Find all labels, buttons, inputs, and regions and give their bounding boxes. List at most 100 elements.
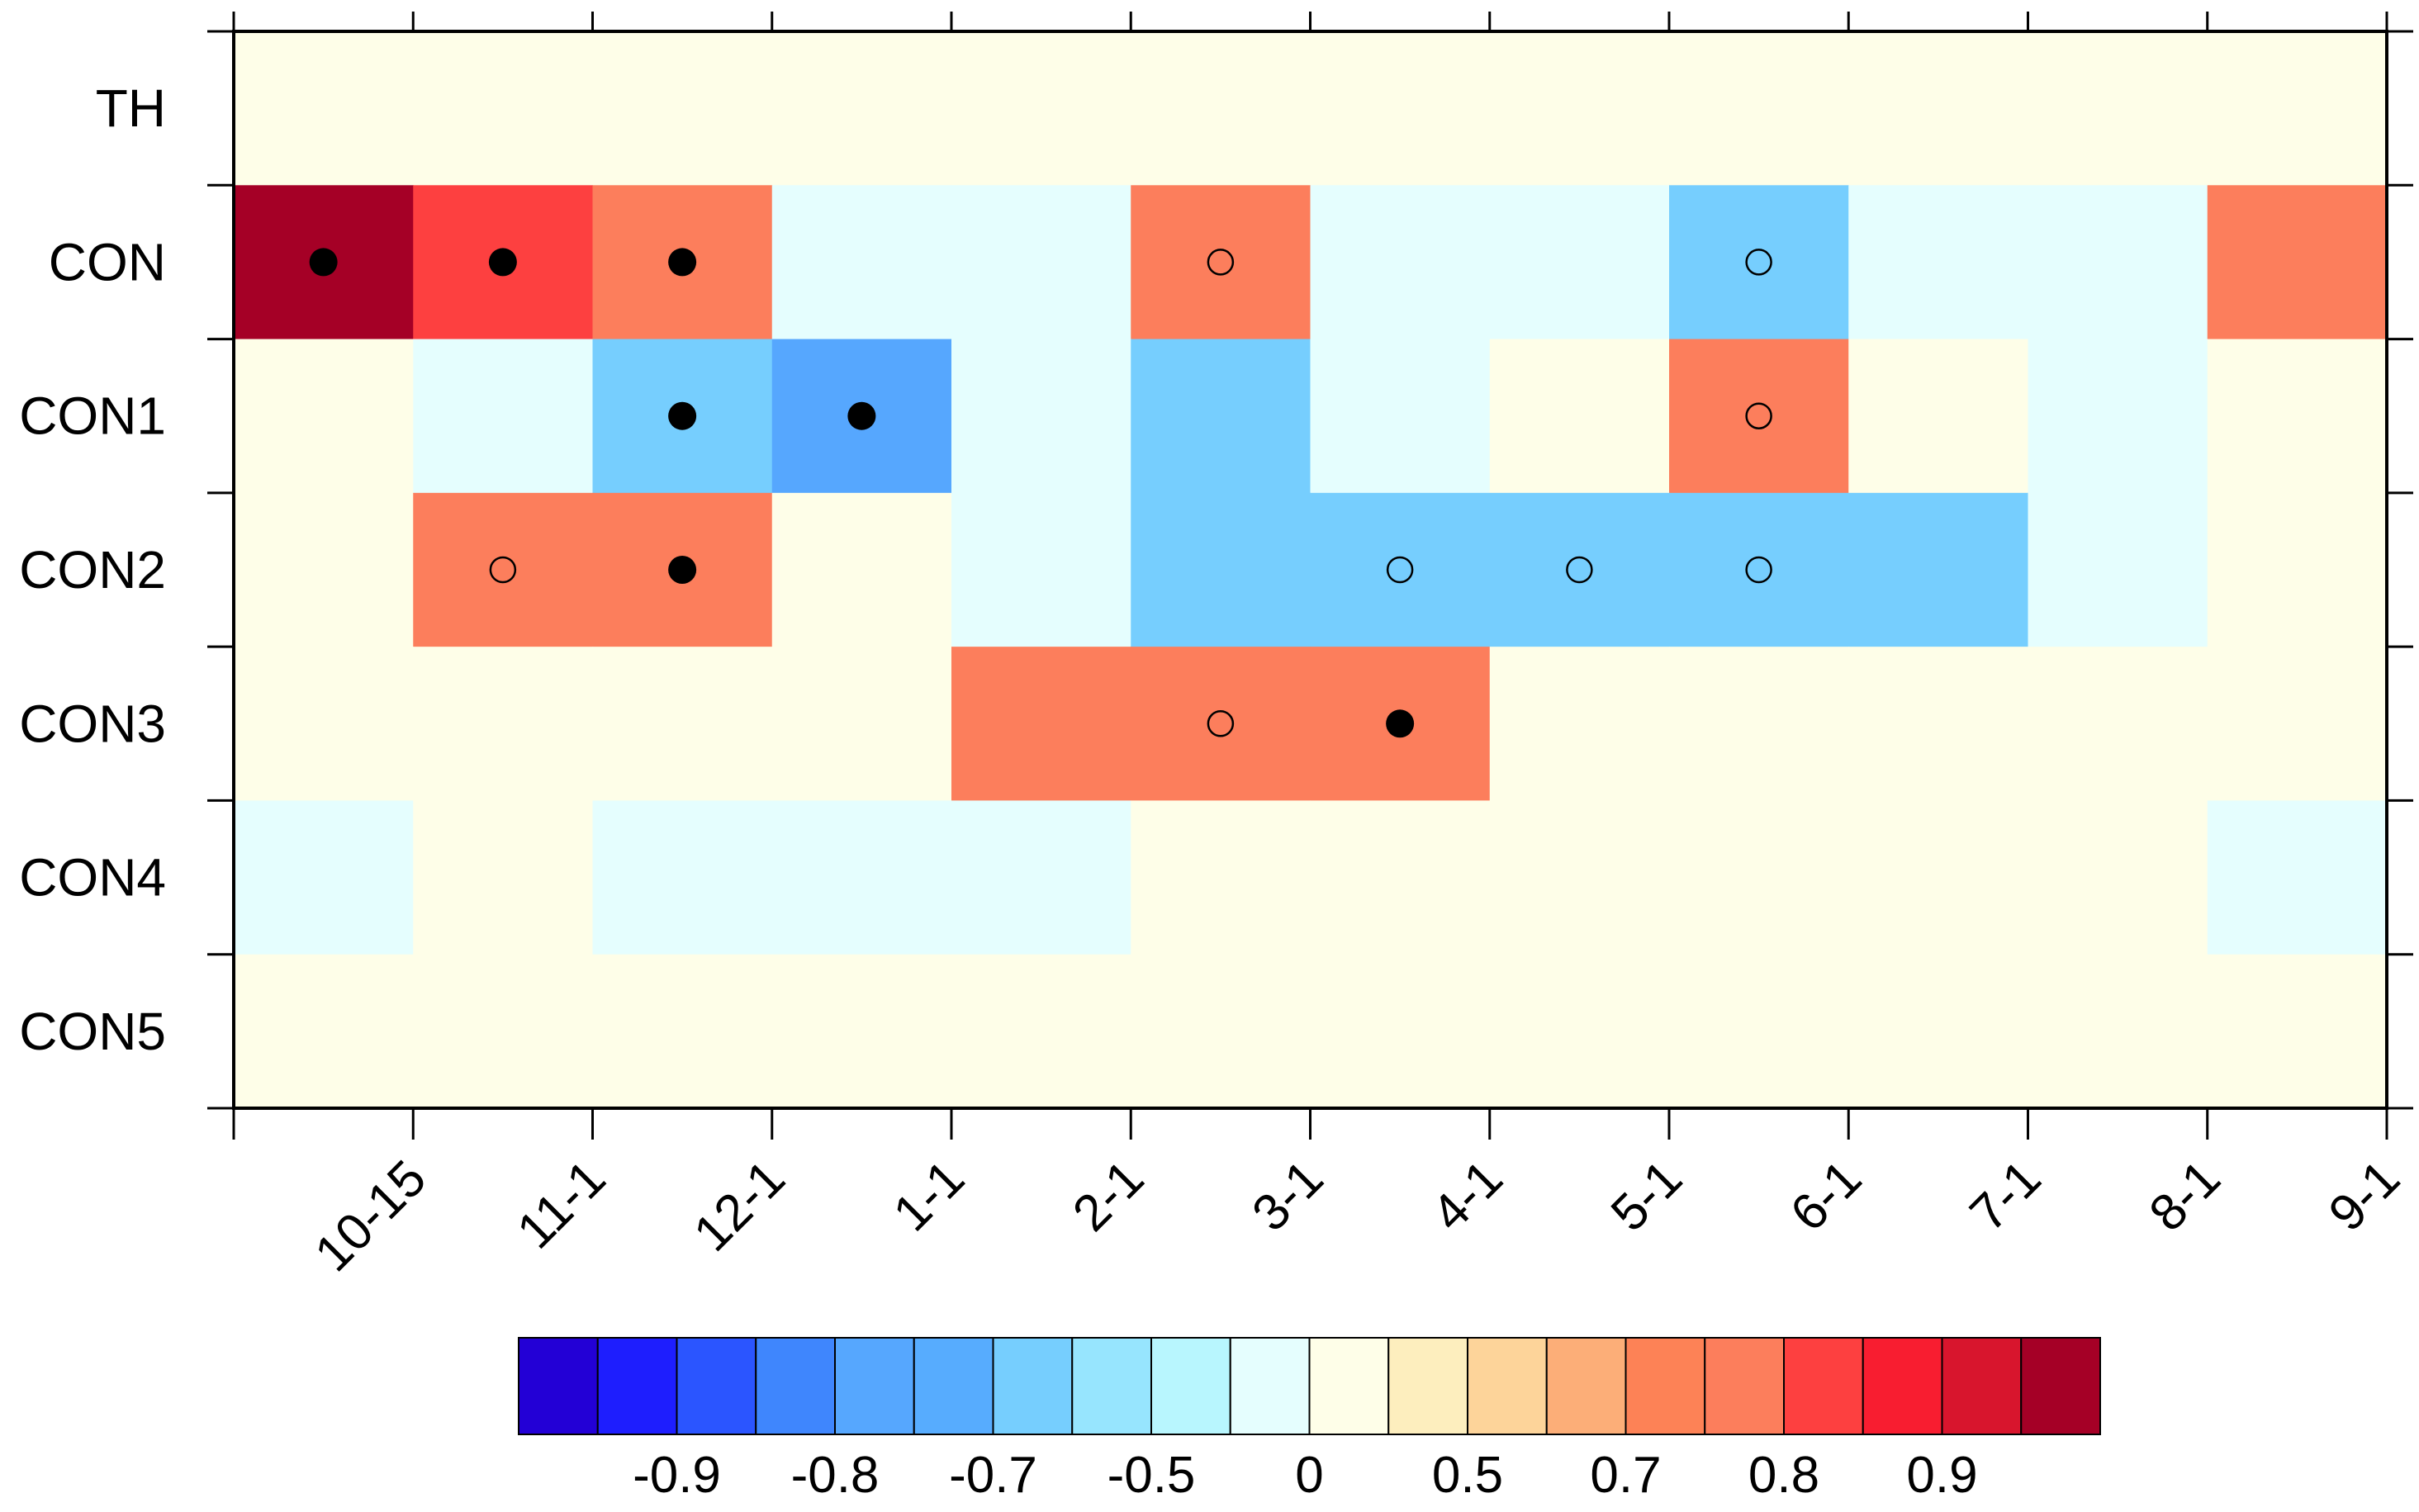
cell-con5-3-1	[1131, 954, 1311, 1109]
cell-con5-11-1	[413, 954, 594, 1109]
y-tick-label-con: CON	[49, 232, 166, 291]
cell-th-11-1	[413, 31, 594, 186]
cell-con3-6-1	[1669, 647, 1849, 802]
y-tick-label-con5: CON5	[19, 1002, 166, 1061]
cell-con4-7-1	[1848, 800, 2029, 955]
colorbar-box-17	[1862, 1337, 1943, 1435]
cell-con3-1-1	[771, 647, 952, 802]
cell-con5-4-1	[1310, 954, 1491, 1109]
cell-con1-8-1	[2028, 339, 2208, 494]
cell-th-6-1	[1669, 31, 1849, 186]
cell-con1-4-1	[1310, 339, 1491, 494]
filled-marker-con2-12-1	[668, 556, 697, 584]
colorbar-box-5	[913, 1337, 994, 1435]
filled-marker-con-11-1	[488, 248, 517, 277]
filled-marker-con1-12-1	[668, 401, 697, 430]
colorbar-box-0	[518, 1337, 599, 1435]
colorbar-box-9	[1229, 1337, 1311, 1435]
colorbar-label-0-7: 0.7	[1590, 1447, 1661, 1504]
cell-th-5-1	[1489, 31, 1670, 186]
colorbar-box-11	[1387, 1337, 1468, 1435]
cell-th-2-1	[951, 31, 1131, 186]
open-marker-con2-4-1	[1386, 556, 1414, 584]
cell-th-3-1	[1131, 31, 1311, 186]
cell-con5-10-15	[234, 954, 414, 1109]
colorbar-box-19	[2020, 1337, 2101, 1435]
cell-con4-9-1	[2207, 800, 2388, 955]
colorbar-label-0-7: -0.7	[949, 1447, 1037, 1504]
x-tick-label-1-1: 1-1	[883, 1149, 975, 1242]
cell-con4-10-15	[234, 800, 414, 955]
cell-con2-4-1	[1310, 492, 1491, 647]
colorbar-box-16	[1783, 1337, 1864, 1435]
cell-con2-2-1	[951, 492, 1131, 647]
x-tick-label-4-1: 4-1	[1421, 1149, 1514, 1242]
colorbar-label-0-8: -0.8	[791, 1447, 880, 1504]
open-marker-con1-6-1	[1745, 402, 1772, 429]
colorbar-box-3	[755, 1337, 836, 1435]
cell-con2-7-1	[1848, 492, 2029, 647]
cell-con1-7-1	[1848, 339, 2029, 494]
x-tick-label-6-1: 6-1	[1780, 1149, 1872, 1242]
colorbar-label-0-5: 0.5	[1432, 1447, 1503, 1504]
open-marker-con2-6-1	[1745, 556, 1772, 584]
cell-con5-9-1	[2207, 954, 2388, 1109]
cell-con-3-1	[1131, 185, 1311, 340]
cell-th-8-1	[2028, 31, 2208, 186]
cell-th-7-1	[1848, 31, 2029, 186]
open-marker-con3-3-1	[1207, 710, 1235, 737]
cell-con-2-1	[951, 185, 1131, 340]
open-marker-con2-5-1	[1566, 556, 1593, 584]
significance-markers	[309, 248, 1772, 738]
colorbar-label-0-9: -0.9	[633, 1447, 721, 1504]
cell-con-4-1	[1310, 185, 1491, 340]
x-tick-label-11-1: 11-1	[506, 1149, 616, 1259]
cell-con4-11-1	[413, 800, 594, 955]
cell-con1-2-1	[951, 339, 1131, 494]
y-tick-label-con1: CON1	[19, 386, 166, 446]
y-tick-label-con3: CON3	[19, 694, 166, 753]
cell-con3-9-1	[2207, 647, 2388, 802]
colorbar-box-18	[1941, 1337, 2023, 1435]
cell-con-8-1	[2028, 185, 2208, 340]
filled-marker-con3-4-1	[1386, 709, 1415, 738]
cell-con5-6-1	[1669, 954, 1849, 1109]
colorbar-label-0-8: 0.8	[1748, 1447, 1819, 1504]
colorbar-box-14	[1625, 1337, 1706, 1435]
filled-marker-con-12-1	[668, 248, 697, 277]
cell-con3-12-1	[592, 647, 773, 802]
cell-con2-9-1	[2207, 492, 2388, 647]
cell-th-12-1	[592, 31, 773, 186]
colorbar-label-0-5: -0.5	[1108, 1447, 1196, 1504]
cell-con-1-1	[771, 185, 952, 340]
colorbar-box-1	[596, 1337, 678, 1435]
cell-con4-3-1	[1131, 800, 1311, 955]
x-tick-label-3-1: 3-1	[1241, 1149, 1334, 1242]
heatmap-cells	[234, 31, 2388, 1109]
x-tick-label-5-1: 5-1	[1601, 1149, 1693, 1242]
colorbar-box-13	[1545, 1337, 1627, 1435]
cell-con5-1-1	[771, 954, 952, 1109]
colorbar-label-0: 0	[1295, 1447, 1323, 1504]
x-tick-label-12-1: 12-1	[683, 1149, 796, 1263]
colorbar-label-0-9: 0.9	[1906, 1447, 1977, 1504]
cell-con3-10-15	[234, 647, 414, 802]
y-tick-label-th: TH	[96, 78, 166, 138]
cell-con-5-1	[1489, 185, 1670, 340]
cell-con1-3-1	[1131, 339, 1311, 494]
cell-con2-3-1	[1131, 492, 1311, 647]
cell-con5-12-1	[592, 954, 773, 1109]
cell-con4-5-1	[1489, 800, 1670, 955]
cell-th-10-15	[234, 31, 414, 186]
y-axis-labels: TH CON CON1 CON2 CON3 CON4 CON5	[19, 78, 166, 1061]
cell-con2-1-1	[771, 492, 952, 647]
cell-con2-8-1	[2028, 492, 2208, 647]
colorbar-box-10	[1308, 1337, 1390, 1435]
colorbar-box-4	[834, 1337, 915, 1435]
cell-con5-2-1	[951, 954, 1131, 1109]
x-tick-label-9-1: 9-1	[2318, 1149, 2411, 1242]
colorbar-box-8	[1150, 1337, 1231, 1435]
colorbar-box-12	[1467, 1337, 1548, 1435]
cell-con2-10-15	[234, 492, 414, 647]
